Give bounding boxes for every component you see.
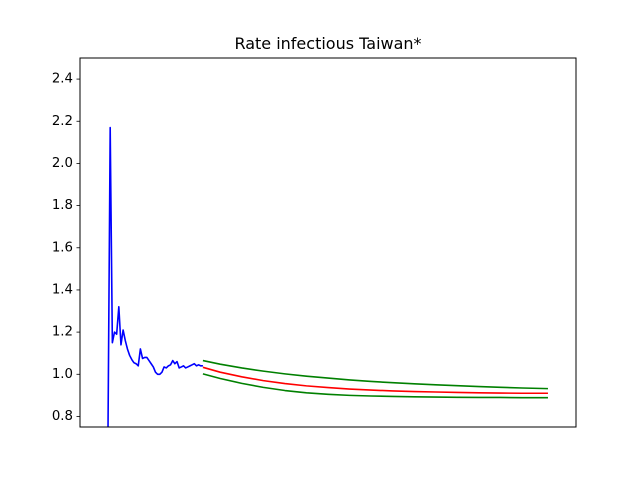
plot-area: 0.8 1.0 1.2 1.4 1.6 1.8 2.0 2.2 2.4 bbox=[52, 57, 577, 428]
y-tick-label: 2.0 bbox=[52, 156, 73, 171]
y-tick-label: 2.2 bbox=[52, 114, 73, 129]
series-line-1 bbox=[107, 126, 203, 427]
chart-title: Rate infectious Taiwan* bbox=[234, 34, 421, 53]
series-line-4 bbox=[202, 373, 548, 399]
y-tick-label: 1.6 bbox=[52, 240, 73, 255]
series-layer bbox=[107, 126, 548, 427]
axes-frame bbox=[79, 57, 577, 428]
y-tick-label: 0.8 bbox=[52, 409, 73, 424]
y-tick-label: 1.2 bbox=[52, 325, 73, 340]
y-axis: 0.8 1.0 1.2 1.4 1.6 1.8 2.0 2.2 2.4 bbox=[52, 72, 80, 424]
y-tick-label: 1.4 bbox=[52, 282, 73, 297]
series-line-3 bbox=[202, 359, 548, 390]
y-tick-label: 1.0 bbox=[52, 367, 73, 382]
series-line-2 bbox=[202, 366, 548, 395]
y-tick-label: 2.4 bbox=[52, 72, 73, 87]
y-tick-label: 1.8 bbox=[52, 198, 73, 213]
